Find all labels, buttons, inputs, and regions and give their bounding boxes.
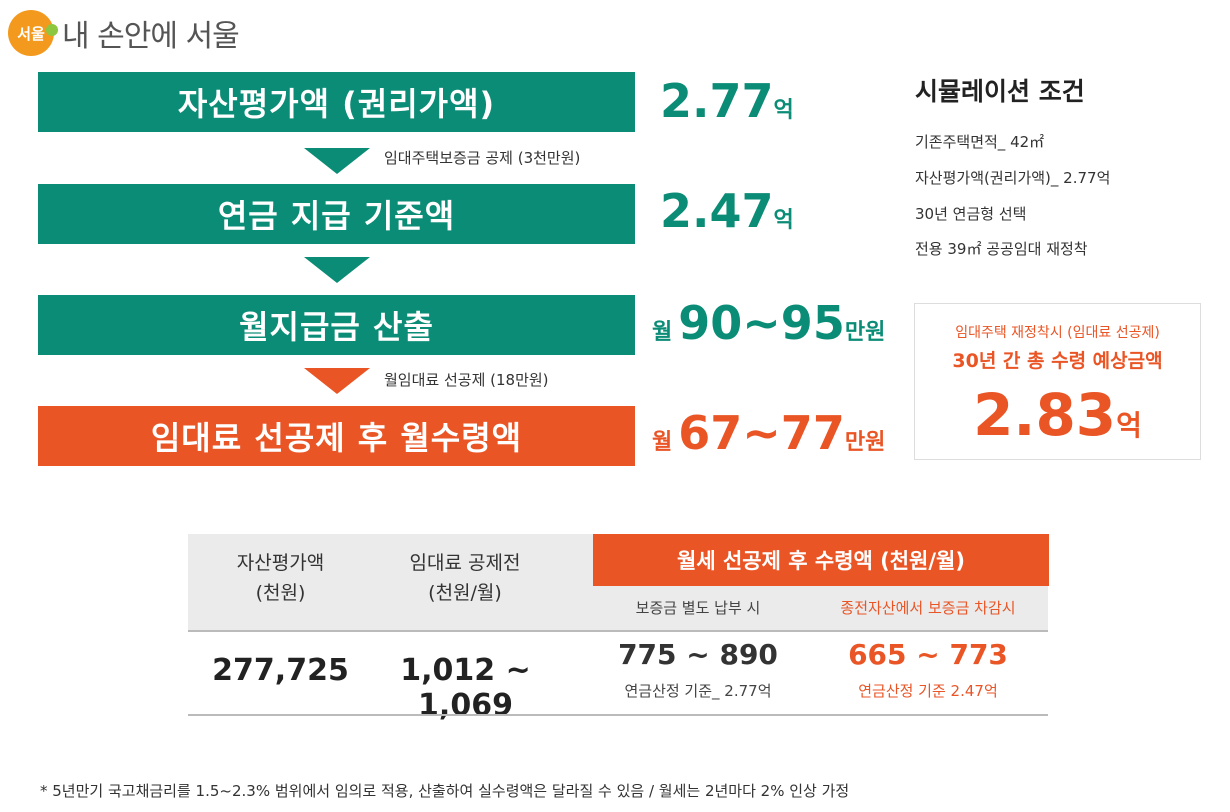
amount-prefix: 월 [652, 320, 673, 345]
amount-unit: 만원 [844, 320, 886, 345]
amount-unit: 만원 [844, 430, 886, 455]
amount-unit: 억 [773, 98, 794, 123]
logo-text: 내 손안에 서울 [62, 19, 240, 54]
step-asset-value: 자산평가액 (권리가액) [38, 72, 635, 132]
amount-prefix: 월 [652, 430, 673, 455]
expected-total-box: 임대주택 재정착시 (임대료 선공제) 30년 간 총 수령 예상금액 2.83… [914, 303, 1201, 460]
simulation-title: 시뮬레이션 조건 [915, 77, 1085, 106]
header-line: 자산평가액 [236, 552, 325, 574]
amount-number: 90~95 [678, 296, 845, 350]
step-pension-base-amount: 2.47 억 [660, 184, 794, 238]
cell-separate: 775 ~ 890 [618, 638, 778, 671]
deposit-deduction-note: 임대주택보증금 공제 (3천만원) [384, 149, 581, 167]
cell-pre-deduction: 1,012 ~ 1,069 [400, 653, 531, 723]
cell-deducted: 665 ~ 773 [848, 638, 1008, 671]
table-subheader-separate: 보증금 별도 납부 시 [635, 599, 761, 617]
table-header-pre-deduction: 임대료 공제전 (천원/월) [365, 548, 565, 608]
amount-unit: 억 [773, 208, 794, 233]
step-net-monthly: 임대료 선공제 후 월수령액 [38, 406, 635, 466]
simulation-item: 전용 39㎡ 공공임대 재정착 [915, 240, 1088, 258]
rent-deduction-note: 월임대료 선공제 (18만원) [384, 371, 549, 389]
amount-number: 2.77 [660, 74, 774, 128]
down-arrow-icon [304, 368, 370, 394]
expected-amount-number: 2.83 [973, 381, 1117, 449]
expected-line2: 30년 간 총 수령 예상금액 [952, 350, 1163, 372]
step-pension-base: 연금 지급 기준액 [38, 184, 635, 244]
header-line: 임대료 공제전 [409, 552, 521, 574]
table-header-asset: 자산평가액 (천원) [198, 548, 363, 608]
header-line: (천원/월) [428, 582, 502, 604]
step-monthly-payment-amount: 월 90~95 만원 [652, 296, 885, 350]
cell-deducted-note: 연금산정 기준 2.47억 [858, 682, 998, 700]
table-subheader-deducted: 종전자산에서 보증금 차감시 [840, 599, 1016, 617]
down-arrow-icon [304, 257, 370, 283]
simulation-item: 기존주택면적_ 42㎡ [915, 133, 1045, 151]
step-net-monthly-amount: 월 67~77 만원 [652, 406, 885, 460]
down-arrow-icon [304, 148, 370, 174]
expected-amount-unit: 억 [1116, 409, 1142, 442]
table-divider [188, 630, 1048, 632]
header-line: (천원) [255, 582, 306, 604]
simulation-item: 30년 연금형 선택 [915, 205, 1027, 223]
table-header-monthly: 월세 선공제 후 수령액 (천원/월) [593, 534, 1049, 586]
logo: 서울 내 손안에 서울 [8, 10, 240, 56]
expected-line1: 임대주택 재정착시 (임대료 선공제) [955, 325, 1160, 341]
simulation-item: 자산평가액(권리가액)_ 2.77억 [915, 169, 1111, 187]
amount-number: 2.47 [660, 184, 774, 238]
cell-asset: 277,725 [212, 653, 349, 688]
footnote: * 5년만기 국고채금리를 1.5~2.3% 범위에서 임의로 적용, 산출하여… [40, 782, 850, 800]
seoul-logo-icon: 서울 [8, 10, 58, 56]
step-monthly-payment: 월지급금 산출 [38, 295, 635, 355]
cell-separate-note: 연금산정 기준_ 2.77억 [624, 682, 772, 700]
amount-number: 67~77 [678, 406, 845, 460]
step-asset-value-amount: 2.77 억 [660, 74, 794, 128]
expected-amount: 2.83억 [915, 381, 1200, 449]
table-bottom-rule [188, 714, 1048, 716]
